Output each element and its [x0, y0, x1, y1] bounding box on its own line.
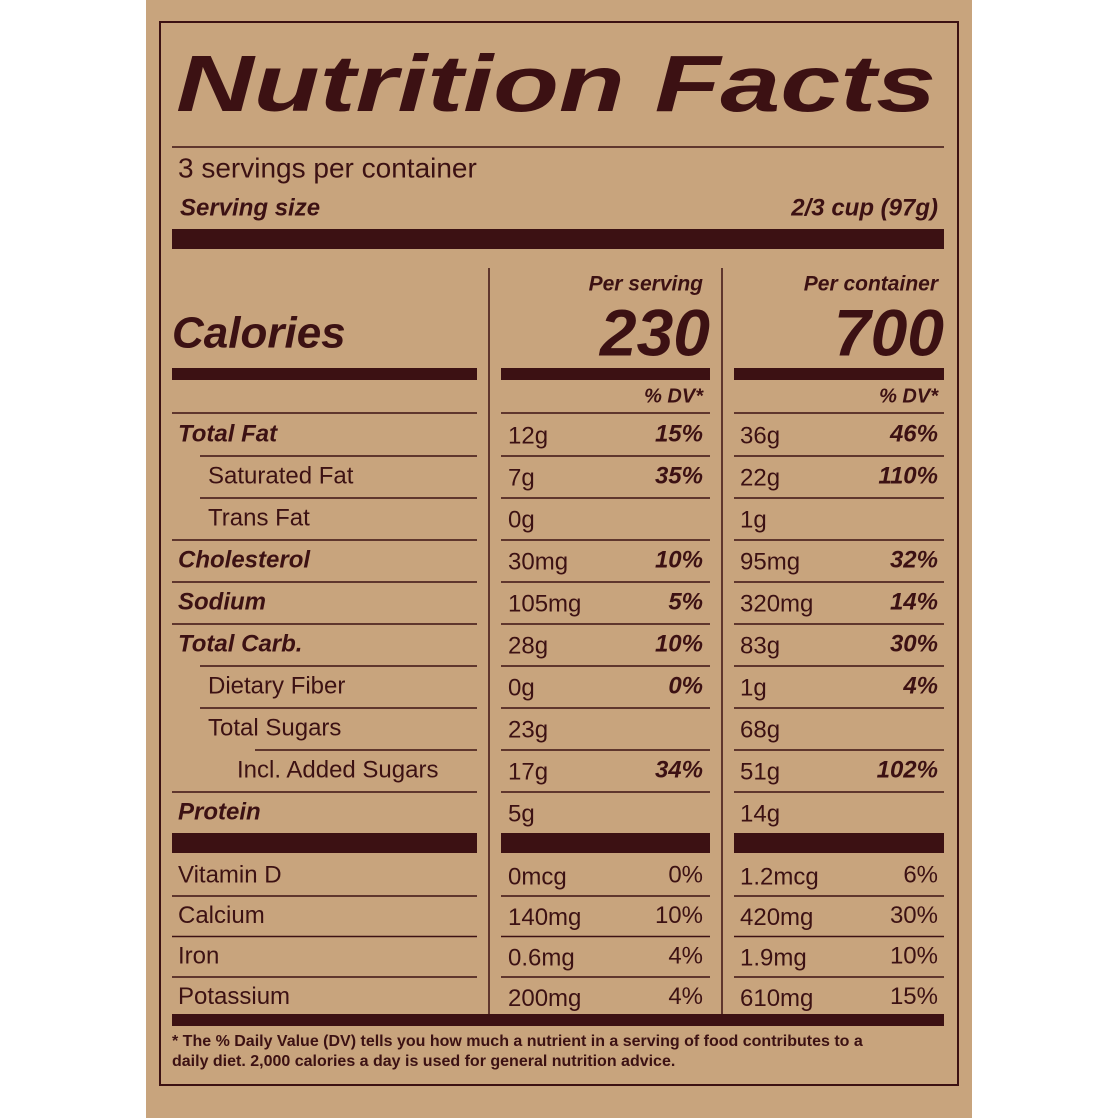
amount: 17g [508, 758, 548, 785]
vitamin-name: Iron [178, 942, 219, 969]
daily-value: 6% [903, 861, 938, 888]
daily-value: 30% [890, 902, 938, 929]
nutrient-name: Cholesterol [178, 546, 311, 573]
thick-bar [172, 1014, 944, 1026]
amount: 83g [740, 632, 780, 659]
daily-value: 15% [655, 420, 703, 447]
amount: 22g [740, 464, 780, 491]
daily-value: 0% [668, 861, 703, 888]
daily-value: 46% [889, 420, 938, 447]
amount: 1g [740, 674, 767, 701]
amount: 68g [740, 716, 780, 743]
thick-bar [734, 368, 944, 380]
amount: 0g [508, 674, 535, 701]
daily-value: 102% [877, 756, 938, 783]
daily-value: 32% [890, 546, 938, 573]
label-background [146, 0, 972, 1118]
vitamin-name: Potassium [178, 983, 290, 1010]
nutrient-name: Trans Fat [208, 504, 310, 531]
nutrient-name: Dietary Fiber [208, 672, 345, 699]
thick-bar [734, 833, 944, 853]
daily-value: 30% [890, 630, 938, 657]
calories-value: 700 [834, 295, 944, 369]
thick-bar [172, 368, 477, 380]
daily-value: 10% [655, 630, 703, 657]
footnote: * The % Daily Value (DV) tells you how m… [172, 1033, 863, 1050]
servings: 3 servings per container [178, 152, 477, 183]
amount: 140mg [508, 904, 581, 931]
nutrient-name: Protein [178, 798, 261, 825]
amount: 28g [508, 632, 548, 659]
amount: 36g [740, 422, 780, 449]
daily-value: 0% [668, 672, 703, 699]
title: Nutrition Facts [176, 39, 936, 128]
vitamin-name: Calcium [178, 902, 265, 929]
amount: 1.9mg [740, 944, 807, 971]
calories-value: 230 [598, 295, 710, 369]
daily-value: 14% [890, 588, 938, 615]
amount: 23g [508, 716, 548, 743]
label-border [159, 21, 959, 1086]
daily-value: 35% [655, 462, 703, 489]
amount: 30mg [508, 548, 568, 575]
footnote: daily diet. 2,000 calories a day is used… [172, 1053, 675, 1070]
thick-bar [172, 833, 477, 853]
thick-bar [172, 229, 944, 249]
column-heading: Per container [804, 273, 940, 296]
nutrient-name: Incl. Added Sugars [237, 756, 438, 783]
amount: 420mg [740, 904, 813, 931]
daily-value: 5% [668, 588, 703, 615]
dv-heading: % DV* [879, 385, 939, 407]
nutrient-name: Saturated Fat [208, 462, 354, 489]
daily-value: 10% [655, 546, 703, 573]
amount: 7g [508, 464, 535, 491]
daily-value: 110% [878, 462, 938, 489]
nutrient-name: Total Sugars [208, 714, 341, 741]
amount: 51g [740, 758, 780, 785]
daily-value: 10% [655, 902, 703, 929]
amount: 200mg [508, 985, 581, 1012]
amount: 0mcg [508, 863, 567, 890]
column-heading: Per serving [589, 273, 704, 296]
amount: 0.6mg [508, 944, 575, 971]
amount: 610mg [740, 985, 813, 1012]
serving-size-value: 2/3 cup (97g) [790, 194, 938, 221]
amount: 14g [740, 800, 780, 827]
amount: 320mg [740, 590, 813, 617]
nutrient-name: Total Fat [178, 420, 278, 447]
amount: 12g [508, 422, 548, 449]
amount: 95mg [740, 548, 800, 575]
amount: 105mg [508, 590, 581, 617]
thick-bar [501, 833, 710, 853]
daily-value: 4% [902, 672, 938, 699]
vitamin-name: Vitamin D [178, 861, 282, 888]
nutrient-name: Sodium [178, 588, 266, 615]
thick-bar [501, 368, 710, 380]
dv-heading: % DV* [644, 385, 704, 407]
serving-size-label: Serving size [180, 194, 320, 221]
calories-label: Calories [172, 309, 346, 358]
daily-value: 10% [890, 942, 938, 969]
daily-value: 4% [668, 942, 703, 969]
daily-value: 15% [890, 983, 938, 1010]
amount: 0g [508, 506, 535, 533]
daily-value: 34% [655, 756, 703, 783]
nutrient-name: Total Carb. [178, 630, 302, 657]
amount: 5g [508, 800, 535, 827]
amount: 1g [740, 506, 767, 533]
amount: 1.2mcg [740, 863, 819, 890]
daily-value: 4% [668, 983, 703, 1010]
